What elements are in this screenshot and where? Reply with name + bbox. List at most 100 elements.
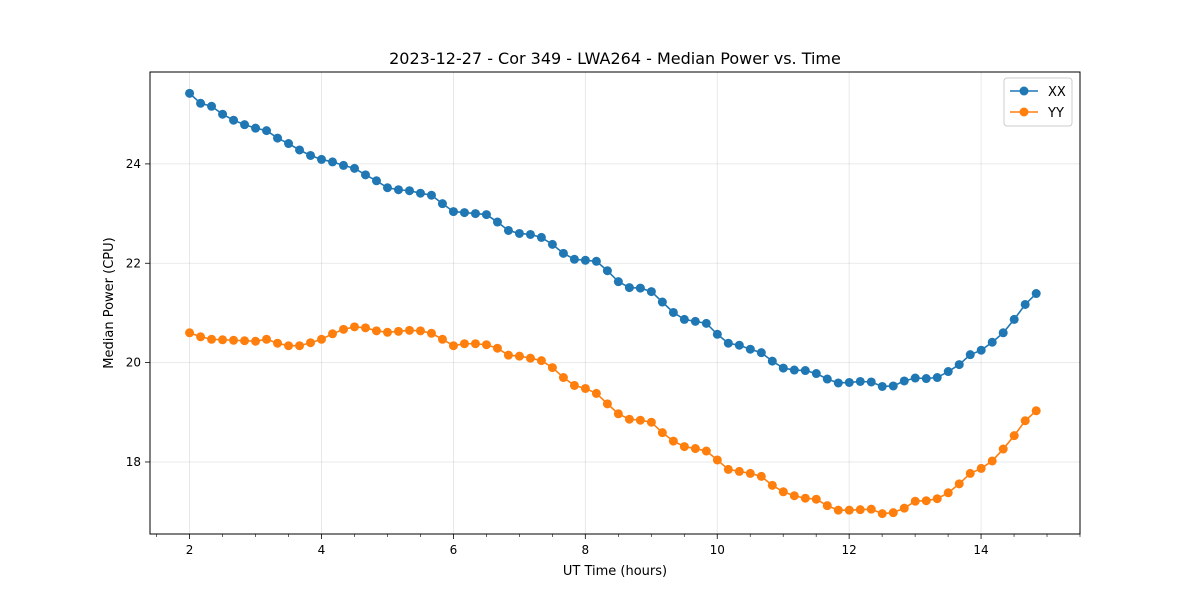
data-point-yy [734, 466, 744, 476]
data-point-xx [723, 338, 733, 348]
data-point-yy [756, 471, 766, 481]
data-point-xx [789, 365, 799, 375]
data-point-yy [866, 504, 876, 514]
data-point-yy [712, 455, 722, 465]
data-point-yy [492, 343, 502, 353]
data-point-yy [679, 442, 689, 452]
data-point-yy [954, 479, 964, 489]
data-point-xx [185, 88, 195, 98]
data-point-xx [306, 150, 316, 160]
legend-xx-marker [1019, 86, 1029, 96]
data-point-yy [426, 328, 436, 338]
data-point-xx [987, 337, 997, 347]
data-point-yy [998, 444, 1008, 454]
data-point-yy [207, 334, 217, 344]
data-point-yy [185, 328, 195, 338]
data-point-xx [317, 154, 327, 164]
data-point-yy [646, 417, 656, 427]
data-point-yy [284, 341, 294, 351]
data-point-xx [800, 366, 810, 376]
data-point-yy [481, 340, 491, 350]
data-point-yy [547, 363, 557, 373]
data-point-yy [361, 323, 370, 333]
data-point-xx [756, 348, 766, 358]
data-point-xx [481, 210, 491, 220]
data-point-xx [382, 183, 392, 193]
data-point-yy [822, 501, 832, 511]
data-point-yy [602, 399, 612, 409]
data-point-xx [734, 340, 744, 350]
data-point-yy [657, 428, 667, 438]
data-point-yy [580, 383, 590, 393]
data-point-xx [371, 176, 381, 186]
data-point-yy [921, 496, 931, 506]
data-point-xx [339, 160, 349, 170]
plot-area-frame [149, 71, 1081, 535]
data-point-yy [987, 456, 997, 466]
data-point-yy [196, 332, 206, 342]
y-axis-label: Median Power (CPU) [102, 237, 117, 368]
data-point-yy [833, 505, 843, 515]
data-point-yy [1009, 431, 1019, 441]
data-point-xx [844, 377, 854, 387]
data-point-yy [503, 350, 513, 360]
data-point-xx [196, 98, 206, 108]
x-tick-label: 10 [710, 543, 725, 557]
x-tick-label: 6 [450, 543, 458, 557]
data-point-yy [229, 335, 239, 345]
data-point-yy [613, 409, 623, 419]
data-point-yy [800, 493, 810, 503]
data-point-xx [558, 248, 568, 258]
data-point-yy [888, 508, 898, 518]
data-point-xx [361, 170, 370, 180]
data-point-xx [1031, 289, 1041, 299]
data-point-yy [624, 414, 634, 424]
y-tick-label: 18 [126, 455, 141, 469]
data-point-yy [877, 509, 887, 519]
chart-title: 2023-12-27 - Cor 349 - LWA264 - Median P… [389, 49, 841, 68]
data-point-yy [965, 468, 975, 478]
data-point-yy [1020, 416, 1030, 426]
data-point-xx [646, 287, 656, 297]
data-point-yy [811, 494, 821, 504]
data-point-yy [536, 356, 546, 366]
data-point-xx [295, 145, 305, 155]
data-point-yy [218, 335, 228, 345]
data-point-xx [877, 381, 887, 391]
data-point-xx [833, 378, 843, 388]
series-yy [185, 322, 1041, 519]
data-point-yy [932, 494, 942, 504]
data-point-yy [382, 327, 392, 337]
data-point-yy [767, 480, 777, 490]
data-point-xx [822, 374, 832, 384]
data-point-yy [844, 505, 854, 515]
data-point-xx [855, 376, 865, 386]
data-point-xx [712, 329, 722, 339]
y-tick-label: 24 [126, 157, 141, 171]
data-point-xx [580, 255, 590, 265]
series-layer [185, 88, 1041, 519]
data-point-xx [888, 381, 898, 391]
data-point-yy [273, 338, 283, 348]
data-point-xx [1020, 299, 1030, 309]
data-point-xx [470, 209, 480, 219]
data-point-xx [240, 120, 250, 130]
data-point-yy [701, 446, 711, 456]
data-point-xx [745, 344, 755, 354]
data-point-xx [976, 345, 986, 355]
data-point-yy [415, 326, 425, 336]
data-point-xx [1009, 314, 1019, 324]
data-point-yy [569, 380, 579, 390]
data-point-yy [690, 444, 700, 454]
data-point-yy [459, 339, 469, 349]
data-point-xx [569, 254, 579, 264]
data-point-yy [668, 436, 678, 446]
data-point-yy [789, 491, 799, 501]
data-point-yy [943, 488, 953, 498]
data-point-yy [240, 336, 250, 346]
data-point-xx [910, 373, 920, 383]
data-point-yy [404, 325, 414, 335]
data-point-xx [921, 374, 931, 384]
